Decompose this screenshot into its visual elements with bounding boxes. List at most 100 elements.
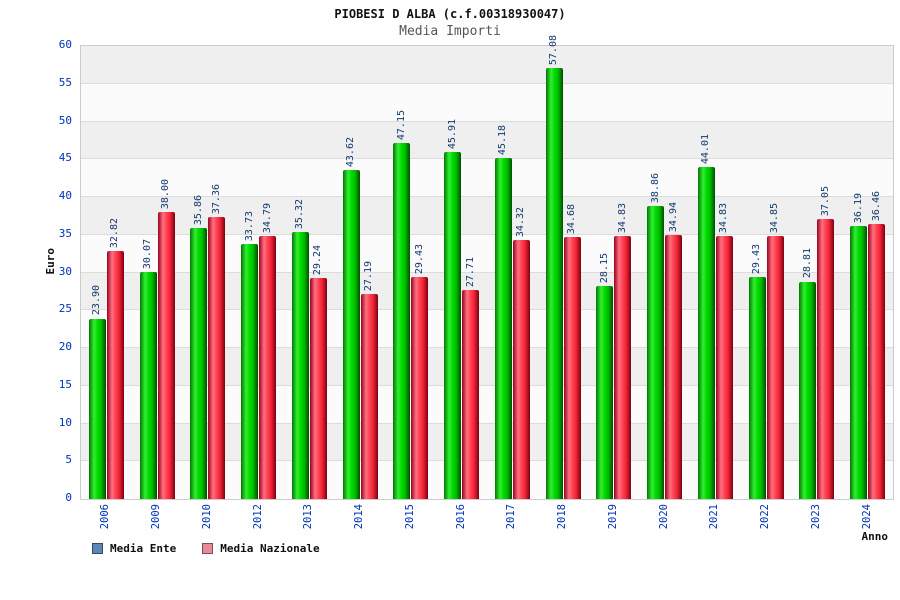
bar-value-label: 35.32 <box>294 199 306 230</box>
legend-label: Media Nazionale <box>220 542 320 555</box>
bar-value-label: 36.46 <box>870 190 882 221</box>
bar-value-label: 37.05 <box>819 186 831 217</box>
gridline <box>81 158 893 160</box>
x-tick-label: 2017 <box>505 504 518 530</box>
bar-media-ente-2017 <box>494 157 512 499</box>
y-tick-label: 30 <box>58 264 72 278</box>
bar-value-label: 27.71 <box>464 256 476 287</box>
bar-media-nazionale-2021 <box>715 236 733 499</box>
bar-value-label: 34.94 <box>667 202 679 233</box>
legend-item-media-nazionale: Media Nazionale <box>202 542 320 555</box>
bar-media-ente-2015 <box>393 143 411 499</box>
chart-title: PIOBESI D ALBA (c.f.00318930047) <box>334 7 566 21</box>
bar-value-label: 27.19 <box>363 260 375 291</box>
chart-subtitle: Media Importi <box>399 24 501 39</box>
x-tick-label: 2022 <box>759 504 772 530</box>
x-tick-label: 2020 <box>657 504 670 530</box>
bar-value-label: 34.83 <box>616 202 628 234</box>
y-tick-label: 60 <box>58 38 72 51</box>
bar-media-nazionale-2024 <box>868 223 886 499</box>
bar-media-nazionale-2015 <box>411 276 429 499</box>
bar-value-label: 34.32 <box>515 206 527 237</box>
x-tick-label: 2024 <box>860 504 873 530</box>
bar-media-nazionale-2020 <box>665 235 683 499</box>
bar-value-label: 45.91 <box>446 119 458 150</box>
gridline <box>81 384 893 386</box>
bar-media-ente-2020 <box>647 205 665 499</box>
bar-media-ente-2019 <box>596 286 614 499</box>
gridline <box>81 309 893 311</box>
bar-value-label: 33.73 <box>243 211 255 242</box>
x-tick-label: 2018 <box>556 504 569 530</box>
legend-swatch-icon <box>92 543 103 554</box>
bar-media-nazionale-2018 <box>563 237 581 499</box>
bar-value-label: 29.43 <box>413 243 425 274</box>
bar-value-label: 38.86 <box>649 172 661 203</box>
y-tick-label: 40 <box>58 189 72 202</box>
bar-media-nazionale-2010 <box>208 216 226 499</box>
x-tick-label: 2006 <box>99 504 112 530</box>
bar-value-label: 29.24 <box>312 245 324 276</box>
bar-media-nazionale-2006 <box>106 251 124 499</box>
gridline <box>81 271 893 273</box>
gridline <box>81 422 893 424</box>
bar-value-label: 28.15 <box>598 253 610 284</box>
x-tick-label: 2014 <box>353 504 366 530</box>
bar-value-label: 44.01 <box>700 133 712 164</box>
y-tick-label: 15 <box>58 377 72 391</box>
gridline <box>81 82 893 84</box>
bar-value-label: 35.86 <box>192 195 204 226</box>
y-tick-label: 10 <box>58 415 72 429</box>
bar-media-ente-2018 <box>545 68 563 499</box>
bar-media-nazionale-2016 <box>462 289 480 499</box>
bar-value-label: 32.82 <box>109 218 121 249</box>
y-tick-label: 45 <box>58 151 72 165</box>
x-tick-label: 2021 <box>708 504 721 530</box>
bar-value-label: 34.68 <box>566 204 578 235</box>
bar-media-nazionale-2022 <box>766 235 784 499</box>
bar-value-label: 34.85 <box>769 202 781 233</box>
bar-media-nazionale-2009 <box>157 212 175 499</box>
x-tick-label: 2010 <box>200 504 213 530</box>
bar-media-ente-2021 <box>697 166 715 499</box>
x-tick-label: 2023 <box>809 504 822 530</box>
bar-media-ente-2012 <box>241 244 259 499</box>
bar-media-ente-2016 <box>444 152 462 499</box>
bar-value-label: 37.36 <box>210 183 222 214</box>
legend: Media Ente Media Nazionale <box>92 542 320 555</box>
legend-label: Media Ente <box>110 542 177 555</box>
bar-value-label: 57.08 <box>548 34 560 66</box>
bar-value-label: 38.00 <box>160 179 172 210</box>
bar-media-ente-2006 <box>88 318 106 499</box>
bar-value-label: 36.19 <box>852 192 864 223</box>
x-axis-label: Anno <box>861 530 889 543</box>
bar-value-label: 45.18 <box>497 124 509 155</box>
bar-media-ente-2010 <box>190 228 208 499</box>
bar-value-label: 43.62 <box>345 136 357 167</box>
bar-media-nazionale-2013 <box>309 278 327 499</box>
bar-media-ente-2013 <box>291 232 309 499</box>
y-tick-label: 5 <box>65 453 72 467</box>
x-tick-label: 2015 <box>403 504 416 530</box>
y-tick-label: 50 <box>58 113 72 127</box>
x-tick-label: 2019 <box>606 504 619 530</box>
bar-media-ente-2022 <box>748 276 766 499</box>
plot-area: 23.90 30.07 35.86 33.73 35.32 43.62 47.15 45.91… <box>80 35 894 500</box>
bar-value-label: 34.83 <box>718 202 730 234</box>
x-tick-label: 2013 <box>302 504 315 530</box>
y-tick-label: 35 <box>58 226 72 240</box>
bar-value-label: 30.07 <box>142 238 154 269</box>
legend-swatch-icon <box>202 543 214 554</box>
x-tick-label: 2012 <box>251 504 264 530</box>
y-tick-label: 55 <box>58 75 72 89</box>
bar-value-label: 34.79 <box>261 203 273 234</box>
gridline <box>81 196 893 197</box>
y-tick-label: 25 <box>58 302 72 316</box>
bar-media-nazionale-2023 <box>817 219 835 499</box>
y-tick-label: 20 <box>58 340 72 353</box>
bar-value-label: 29.43 <box>751 243 763 274</box>
bar-value-label: 23.90 <box>91 285 103 316</box>
gridline <box>81 347 893 348</box>
x-tick-label: 2009 <box>150 504 163 530</box>
